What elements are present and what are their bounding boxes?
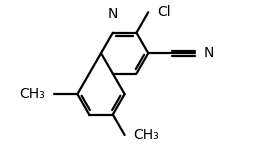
Text: CH₃: CH₃	[20, 87, 45, 101]
Text: N: N	[108, 7, 118, 21]
Text: Cl: Cl	[157, 5, 170, 19]
Text: CH₃: CH₃	[133, 128, 159, 142]
Text: N: N	[204, 46, 214, 60]
